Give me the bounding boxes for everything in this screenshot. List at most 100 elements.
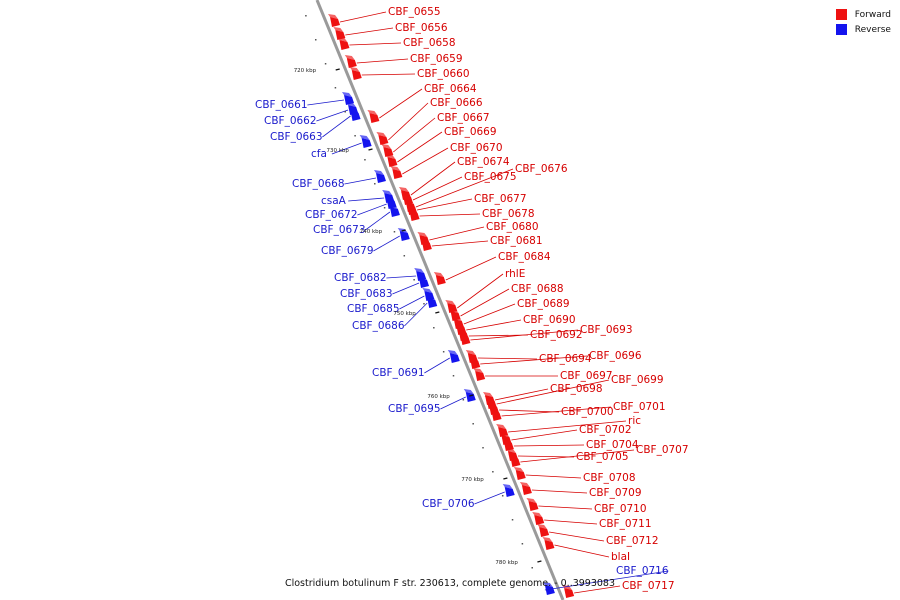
- forward-gene-5[interactable]: [367, 110, 380, 123]
- gene-block[interactable]: [350, 111, 361, 121]
- gene-label[interactable]: CBF_0696: [589, 350, 642, 362]
- gene-label[interactable]: csaA: [321, 195, 347, 207]
- gene-block[interactable]: [351, 70, 362, 80]
- gene-label[interactable]: CBF_0668: [292, 178, 345, 190]
- reverse-gene-14[interactable]: [463, 389, 476, 402]
- gene-block[interactable]: [470, 359, 481, 369]
- reverse-gene-3[interactable]: [359, 135, 372, 148]
- gene-block[interactable]: [544, 585, 555, 595]
- gene-label[interactable]: CBF_0672: [305, 209, 358, 221]
- forward-gene-38[interactable]: [526, 498, 539, 511]
- forward-gene-39[interactable]: [532, 512, 545, 525]
- forward-gene-35[interactable]: [508, 454, 521, 467]
- gene-label[interactable]: ric: [628, 415, 641, 427]
- gene-label[interactable]: CBF_0694: [539, 353, 592, 365]
- gene-label[interactable]: CBF_0663: [270, 131, 323, 143]
- gene-label[interactable]: CBF_0709: [589, 487, 642, 499]
- gene-block[interactable]: [392, 169, 403, 179]
- gene-label[interactable]: CBF_0680: [486, 221, 539, 233]
- gene-label[interactable]: CBF_0679: [321, 245, 374, 257]
- gene-label[interactable]: CBF_0667: [437, 112, 490, 124]
- gene-block[interactable]: [330, 17, 341, 27]
- gene-label[interactable]: CBF_0682: [334, 272, 387, 284]
- gene-block[interactable]: [361, 138, 372, 148]
- forward-gene-36[interactable]: [513, 467, 526, 480]
- forward-gene-6[interactable]: [376, 132, 389, 145]
- gene-label[interactable]: CBF_0710: [594, 503, 647, 515]
- gene-label[interactable]: CBF_0677: [474, 193, 527, 205]
- gene-label[interactable]: CBF_0704: [586, 439, 639, 451]
- gene-block[interactable]: [421, 241, 432, 251]
- gene-block[interactable]: [375, 173, 386, 183]
- gene-label[interactable]: CBF_0698: [550, 383, 603, 395]
- gene-label[interactable]: CBF_0692: [530, 329, 583, 341]
- forward-gene-40[interactable]: [537, 524, 550, 537]
- gene-label[interactable]: CBF_0685: [347, 303, 400, 315]
- gene-label[interactable]: CBF_0656: [395, 22, 448, 34]
- gene-label[interactable]: CBF_0690: [523, 314, 576, 326]
- reverse-gene-16[interactable]: [542, 582, 555, 595]
- gene-label[interactable]: CBF_0702: [579, 424, 632, 436]
- gene-block[interactable]: [528, 501, 539, 511]
- gene-block[interactable]: [449, 353, 460, 363]
- gene-label[interactable]: CBF_0697: [560, 370, 613, 382]
- gene-label[interactable]: CBF_0655: [388, 6, 441, 18]
- gene-label[interactable]: CBF_0675: [464, 171, 517, 183]
- gene-label[interactable]: CBF_0711: [599, 518, 652, 530]
- gene-label[interactable]: CBF_0674: [457, 156, 510, 168]
- gene-label[interactable]: CBF_0664: [424, 83, 477, 95]
- gene-label[interactable]: CBF_0669: [444, 126, 497, 138]
- gene-block[interactable]: [515, 470, 526, 480]
- gene-label[interactable]: CBF_0683: [340, 288, 393, 300]
- gene-label[interactable]: CBF_0701: [613, 401, 666, 413]
- gene-label[interactable]: CBF_0676: [515, 163, 568, 175]
- gene-block[interactable]: [544, 540, 555, 550]
- gene-label[interactable]: CBF_0691: [372, 367, 425, 379]
- gene-label[interactable]: rhlE: [505, 268, 525, 280]
- gene-block[interactable]: [534, 515, 545, 525]
- gene-block[interactable]: [460, 335, 471, 345]
- gene-block[interactable]: [564, 588, 575, 598]
- forward-gene-30[interactable]: [489, 408, 502, 421]
- gene-label[interactable]: CBF_0700: [561, 406, 614, 418]
- gene-block[interactable]: [339, 40, 350, 50]
- reverse-gene-12[interactable]: [425, 295, 438, 308]
- forward-gene-41[interactable]: [542, 537, 555, 550]
- gene-label[interactable]: CBF_0707: [636, 444, 689, 456]
- gene-label[interactable]: CBF_0662: [264, 115, 317, 127]
- gene-block[interactable]: [346, 58, 357, 68]
- gene-label[interactable]: CBF_0673: [313, 224, 366, 236]
- reverse-gene-10[interactable]: [417, 275, 430, 288]
- gene-block[interactable]: [419, 278, 430, 288]
- gene-block[interactable]: [465, 392, 476, 402]
- gene-label[interactable]: CBF_0716: [616, 565, 669, 577]
- gene-label[interactable]: CBF_0706: [422, 498, 475, 510]
- forward-gene-2[interactable]: [337, 37, 350, 50]
- forward-gene-25[interactable]: [468, 356, 481, 369]
- gene-label[interactable]: CBF_0705: [576, 451, 629, 463]
- gene-label[interactable]: CBF_0684: [498, 251, 551, 263]
- gene-label[interactable]: CBF_0659: [410, 53, 463, 65]
- gene-block[interactable]: [427, 298, 438, 308]
- forward-gene-4[interactable]: [349, 67, 362, 80]
- gene-block[interactable]: [369, 113, 380, 123]
- gene-label[interactable]: blaI: [611, 551, 630, 563]
- forward-gene-23[interactable]: [458, 332, 471, 345]
- forward-gene-14[interactable]: [407, 208, 420, 221]
- forward-gene-3[interactable]: [344, 55, 357, 68]
- forward-gene-8[interactable]: [385, 154, 398, 167]
- forward-gene-0[interactable]: [328, 14, 341, 27]
- gene-label[interactable]: CBF_0708: [583, 472, 636, 484]
- gene-block[interactable]: [491, 411, 502, 421]
- gene-label[interactable]: CBF_0689: [517, 298, 570, 310]
- gene-block[interactable]: [399, 231, 410, 241]
- forward-gene-16[interactable]: [419, 238, 432, 251]
- reverse-gene-13[interactable]: [447, 350, 460, 363]
- gene-label[interactable]: CBF_0695: [388, 403, 441, 415]
- reverse-gene-7[interactable]: [387, 204, 400, 217]
- gene-label[interactable]: CBF_0678: [482, 208, 535, 220]
- gene-block[interactable]: [389, 207, 400, 217]
- gene-label[interactable]: CBF_0666: [430, 97, 483, 109]
- gene-block[interactable]: [521, 485, 532, 495]
- gene-block[interactable]: [504, 487, 515, 497]
